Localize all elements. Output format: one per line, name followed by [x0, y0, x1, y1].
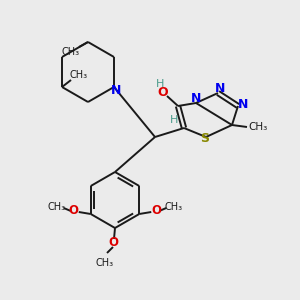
Text: O: O — [158, 85, 168, 98]
Text: O: O — [108, 236, 118, 250]
Text: CH₃: CH₃ — [96, 258, 114, 268]
Text: S: S — [200, 131, 209, 145]
Text: H: H — [156, 79, 164, 89]
Text: O: O — [151, 205, 161, 218]
Text: N: N — [215, 82, 225, 94]
Text: CH₃: CH₃ — [70, 70, 88, 80]
Text: N: N — [238, 98, 248, 112]
Text: CH₃: CH₃ — [48, 202, 66, 212]
Text: CH₃: CH₃ — [164, 202, 182, 212]
Text: N: N — [191, 92, 201, 104]
Text: CH₃: CH₃ — [62, 47, 80, 57]
Text: N: N — [111, 83, 121, 97]
Text: CH₃: CH₃ — [248, 122, 268, 132]
Text: O: O — [69, 205, 79, 218]
Text: H: H — [170, 115, 178, 125]
